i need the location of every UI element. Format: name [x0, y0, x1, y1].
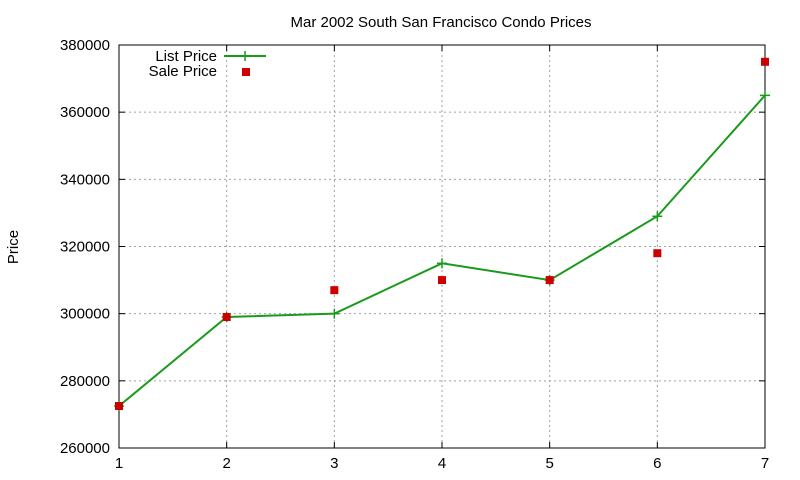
legend-label-sale-price: Sale Price: [149, 63, 217, 80]
y-tick-label: 340000: [60, 171, 110, 188]
y-tick-label: 260000: [60, 440, 110, 457]
legend: List Price Sale Price: [149, 48, 266, 80]
x-tick-label: 4: [438, 455, 446, 472]
legend-marker-list-price: [240, 51, 250, 61]
grid-lines: [119, 45, 765, 448]
x-tick-label: 3: [330, 455, 338, 472]
x-tick-label: 5: [545, 455, 553, 472]
x-tick-label: 1: [115, 455, 123, 472]
data-point-sale-price: [330, 286, 339, 295]
x-tick-label: 6: [653, 455, 661, 472]
series-sale-price: [115, 57, 769, 411]
y-tick-label: 300000: [60, 306, 110, 323]
y-tick-label: 320000: [60, 239, 110, 256]
legend-marker-sale-price: [242, 68, 250, 76]
y-tick-label: 380000: [60, 37, 110, 54]
y-axis-label: Price: [5, 230, 22, 264]
legend-label-list-price: List Price: [155, 48, 217, 65]
data-point-sale-price: [653, 249, 662, 258]
data-point-sale-price: [545, 276, 554, 285]
data-point-sale-price: [222, 313, 231, 322]
data-point-sale-price: [438, 276, 446, 285]
chart-title: Mar 2002 South San Francisco Condo Price…: [291, 14, 592, 31]
y-tick-label: 360000: [60, 104, 110, 121]
y-axis: 260000 280000 300000 320000 340000 360000 3800…: [60, 37, 765, 457]
x-tick-label: 7: [761, 455, 769, 472]
data-point-sale-price: [115, 402, 123, 411]
data-point-sale-price: [761, 57, 769, 66]
x-tick-label: 2: [222, 455, 230, 472]
x-axis: 1 2 3 4 5 6 7: [115, 45, 769, 472]
series-layer: [114, 57, 770, 412]
y-tick-label: 280000: [60, 373, 110, 390]
